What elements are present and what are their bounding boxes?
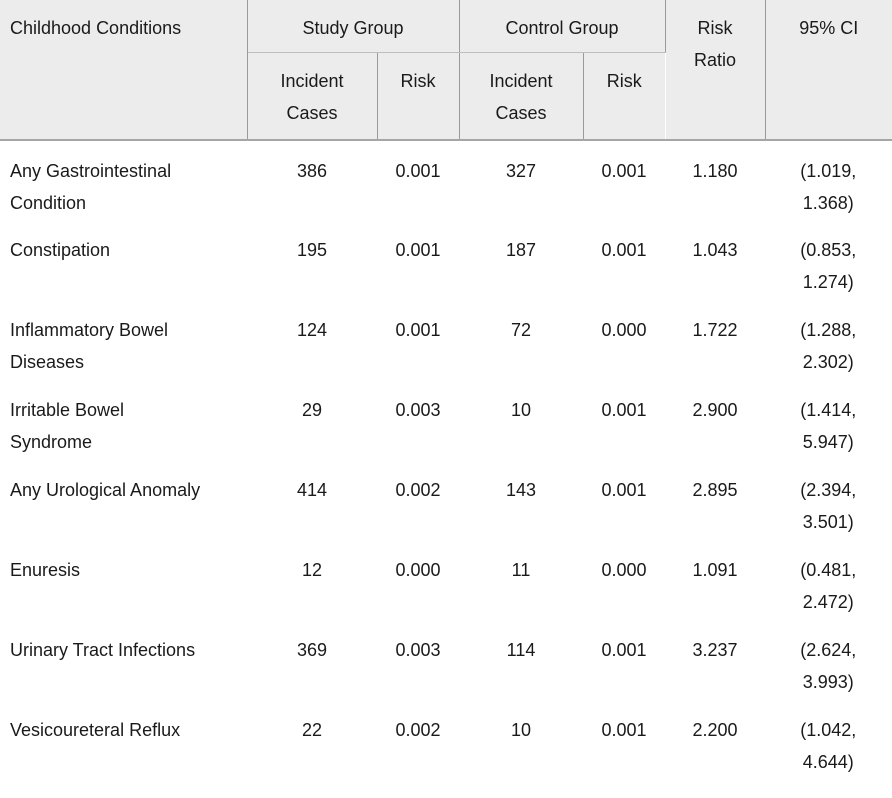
cell-study-risk: 0.003 <box>395 400 441 420</box>
cell-control-incident: 72 <box>510 320 532 340</box>
table-row: Vesicoureteral Reflux 22 0.002 10 0.001 … <box>0 700 892 780</box>
header-control-incident-cases: Incident Cases <box>459 52 584 141</box>
cell-ci: (2.394, 3.501) <box>765 460 892 540</box>
cell-study-incident: 124 <box>296 320 328 340</box>
table-row: Any Gastrointestinal Condition 386 0.001… <box>0 140 892 220</box>
cell-condition: Any Urological Anomaly <box>10 480 201 500</box>
cell-study-incident: 22 <box>301 720 323 740</box>
cell-risk-ratio: 1.091 <box>692 560 738 580</box>
cell-control-incident: 11 <box>511 560 531 580</box>
cell-control-incident: 10 <box>510 400 532 420</box>
cell-control-incident: 10 <box>510 720 532 740</box>
cell-control-incident: 114 <box>506 640 536 660</box>
cell-risk-ratio: 1.722 <box>692 320 738 340</box>
cell-control-risk: 0.001 <box>601 640 647 660</box>
cell-control-risk: 0.001 <box>601 480 647 500</box>
table-row: Any Urological Anomaly 414 0.002 143 0.0… <box>0 460 892 540</box>
cell-risk-ratio: 1.043 <box>692 240 738 260</box>
cell-condition: Any Gastrointestinal Condition <box>10 161 172 213</box>
cell-study-incident: 386 <box>296 161 328 181</box>
cell-study-incident: 414 <box>296 480 328 500</box>
cell-condition: Enuresis <box>10 560 81 580</box>
header-control-group: Control Group <box>459 0 666 53</box>
cell-study-risk: 0.001 <box>395 320 441 340</box>
cell-risk-ratio: 2.200 <box>692 720 738 740</box>
cell-risk-ratio: 2.900 <box>692 400 738 420</box>
cell-risk-ratio: 2.895 <box>692 480 738 500</box>
cell-study-incident: 12 <box>301 560 323 580</box>
cell-condition: Urinary Tract Infections <box>10 640 196 660</box>
childhood-conditions-table: Childhood Conditions Study Group Control… <box>0 0 892 780</box>
cell-control-risk: 0.001 <box>601 400 647 420</box>
cell-control-risk: 0.001 <box>601 240 647 260</box>
cell-study-risk: 0.003 <box>395 640 441 660</box>
cell-ci: (0.481, 2.472) <box>765 540 892 620</box>
cell-control-incident: 187 <box>505 240 537 260</box>
cell-condition: Inflammatory Bowel Diseases <box>10 320 169 372</box>
cell-control-risk: 0.000 <box>601 320 647 340</box>
table-row: Enuresis 12 0.000 11 0.000 1.091 (0.481,… <box>0 540 892 620</box>
cell-ci: (1.019, 1.368) <box>765 140 892 220</box>
cell-study-risk: 0.000 <box>395 560 441 580</box>
header-row-sub: Incident Cases Risk Incident Cases Risk <box>0 52 892 141</box>
cell-ci: (1.042, 4.644) <box>765 700 892 780</box>
table-row: Inflammatory Bowel Diseases 124 0.001 72… <box>0 300 892 380</box>
cell-condition: Vesicoureteral Reflux <box>10 720 181 740</box>
table-row: Urinary Tract Infections 369 0.003 114 0… <box>0 620 892 700</box>
cell-risk-ratio: 3.237 <box>692 640 738 660</box>
cell-study-incident: 29 <box>301 400 323 420</box>
cell-study-risk: 0.001 <box>395 161 441 181</box>
cell-study-risk: 0.002 <box>395 720 441 740</box>
table-body: Any Gastrointestinal Condition 386 0.001… <box>0 140 892 780</box>
cell-condition: Constipation <box>10 240 111 260</box>
cell-study-incident: 195 <box>296 240 328 260</box>
cell-ci: (1.414, 5.947) <box>765 380 892 460</box>
cell-risk-ratio: 1.180 <box>692 161 738 181</box>
cell-control-risk: 0.001 <box>601 161 647 181</box>
table-header: Childhood Conditions Study Group Control… <box>0 0 892 141</box>
header-study-incident-cases: Incident Cases <box>247 52 378 141</box>
header-study-group: Study Group <box>247 0 460 53</box>
cell-study-risk: 0.001 <box>395 240 441 260</box>
cell-ci: (2.624, 3.993) <box>765 620 892 700</box>
cell-control-incident: 327 <box>505 161 537 181</box>
cell-study-incident: 369 <box>296 640 328 660</box>
cell-ci: (0.853, 1.274) <box>765 220 892 300</box>
cell-control-risk: 0.001 <box>601 720 647 740</box>
cell-ci: (1.288, 2.302) <box>765 300 892 380</box>
cell-study-risk: 0.002 <box>395 480 441 500</box>
header-control-risk: Risk <box>583 52 665 141</box>
header-risk-ratio: Risk Ratio <box>665 0 766 141</box>
cell-control-risk: 0.000 <box>601 560 647 580</box>
table-row: Constipation 195 0.001 187 0.001 1.043 (… <box>0 220 892 300</box>
header-row-groups: Childhood Conditions Study Group Control… <box>0 0 892 141</box>
header-childhood-conditions: Childhood Conditions <box>0 0 248 141</box>
header-study-risk: Risk <box>377 52 460 141</box>
table-row: Irritable Bowel Syndrome 29 0.003 10 0.0… <box>0 380 892 460</box>
cell-control-incident: 143 <box>505 480 537 500</box>
cell-condition: Irritable Bowel Syndrome <box>10 400 125 452</box>
header-95-ci: 95% CI <box>765 0 892 141</box>
